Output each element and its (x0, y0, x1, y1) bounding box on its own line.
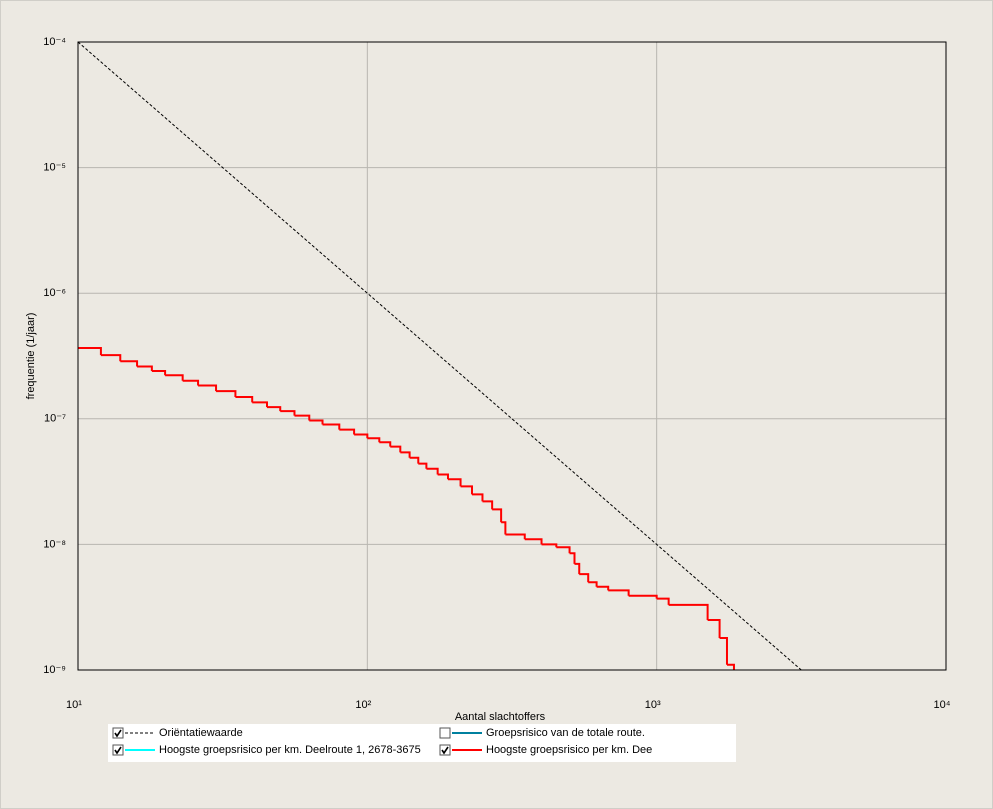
step-segment (556, 546, 571, 554)
legend-label: Groepsrisico van de totale route. (486, 727, 645, 739)
y-tick-label: 10⁻⁸ (43, 538, 66, 550)
step-segment (541, 543, 558, 548)
step-segment (216, 390, 237, 398)
legend-checkmark (114, 729, 122, 738)
step-segment (280, 410, 296, 416)
step-segment (165, 374, 184, 381)
series-layer (78, 42, 802, 670)
step-segment (492, 508, 503, 523)
step-segment (367, 437, 381, 443)
step-segment (608, 589, 630, 596)
step-segment (252, 401, 268, 408)
y-tick-label: 10⁻⁵ (43, 162, 66, 174)
step-segment (120, 360, 139, 367)
legend-checkmark (114, 746, 122, 755)
step-segment (151, 370, 167, 376)
step-segment (596, 585, 610, 591)
step-segment (437, 473, 449, 480)
step-segment (579, 573, 590, 583)
step-segment (482, 500, 494, 510)
x-tick-label: 10³ (645, 699, 661, 711)
legend-checkbox (112, 727, 124, 739)
step-segment (322, 423, 341, 430)
step-segment (726, 663, 735, 670)
step-segment (588, 581, 598, 587)
legend-checkmark (441, 746, 449, 755)
y-axis-label: frequentie (1/jaar) (25, 313, 37, 400)
step-segment (418, 462, 428, 469)
step-segment (574, 562, 581, 575)
step-segment (409, 456, 420, 464)
step-segment (294, 414, 311, 421)
step-segment (707, 619, 721, 638)
step-segment (78, 347, 102, 356)
plot-area (78, 42, 946, 670)
step-segment (460, 485, 473, 495)
step-segment (426, 467, 439, 475)
y-tick-label: 10⁻⁶ (43, 287, 66, 299)
step-segment (182, 379, 200, 386)
step-segment (235, 396, 254, 403)
step-segment (100, 354, 122, 362)
y-tick-label: 10⁻⁴ (43, 36, 66, 48)
step-segment (137, 365, 153, 372)
x-tick-label: 10² (355, 699, 371, 711)
x-tick-label: 10⁴ (934, 699, 951, 711)
step-segment (501, 521, 507, 535)
step-segment (656, 597, 670, 605)
step-segment (339, 428, 356, 435)
step-segment (354, 433, 369, 439)
legend-label: Hoogste groepsrisico per km. Dee (486, 744, 652, 756)
step-segment (719, 636, 728, 665)
legend-checkbox (112, 744, 124, 756)
step-segment (309, 419, 324, 425)
legend-checkbox (439, 727, 451, 739)
legend-label: Oriëntatiewaarde (159, 727, 243, 739)
step-segment (379, 441, 392, 447)
step-segment (471, 493, 484, 502)
x-tick-label: 10¹ (66, 699, 82, 711)
y-tick-label: 10⁻⁹ (43, 664, 66, 676)
x-axis-label: Aantal slachtoffers (455, 711, 546, 723)
y-tick-label: 10⁻⁷ (44, 413, 66, 425)
step-segment (390, 445, 402, 453)
step-segment (569, 552, 576, 564)
step-segment (400, 451, 411, 458)
step-segment (524, 538, 543, 545)
step-segment (505, 533, 526, 540)
legend-box (108, 724, 736, 762)
legend-checkbox (439, 744, 451, 756)
step-segment (447, 478, 462, 487)
step-segment (198, 384, 218, 392)
step-segment (668, 603, 709, 621)
step-segment (266, 406, 282, 412)
plot-border (77, 41, 947, 671)
legend-label: Hoogste groepsrisico per km. Deelroute 1… (159, 744, 421, 756)
